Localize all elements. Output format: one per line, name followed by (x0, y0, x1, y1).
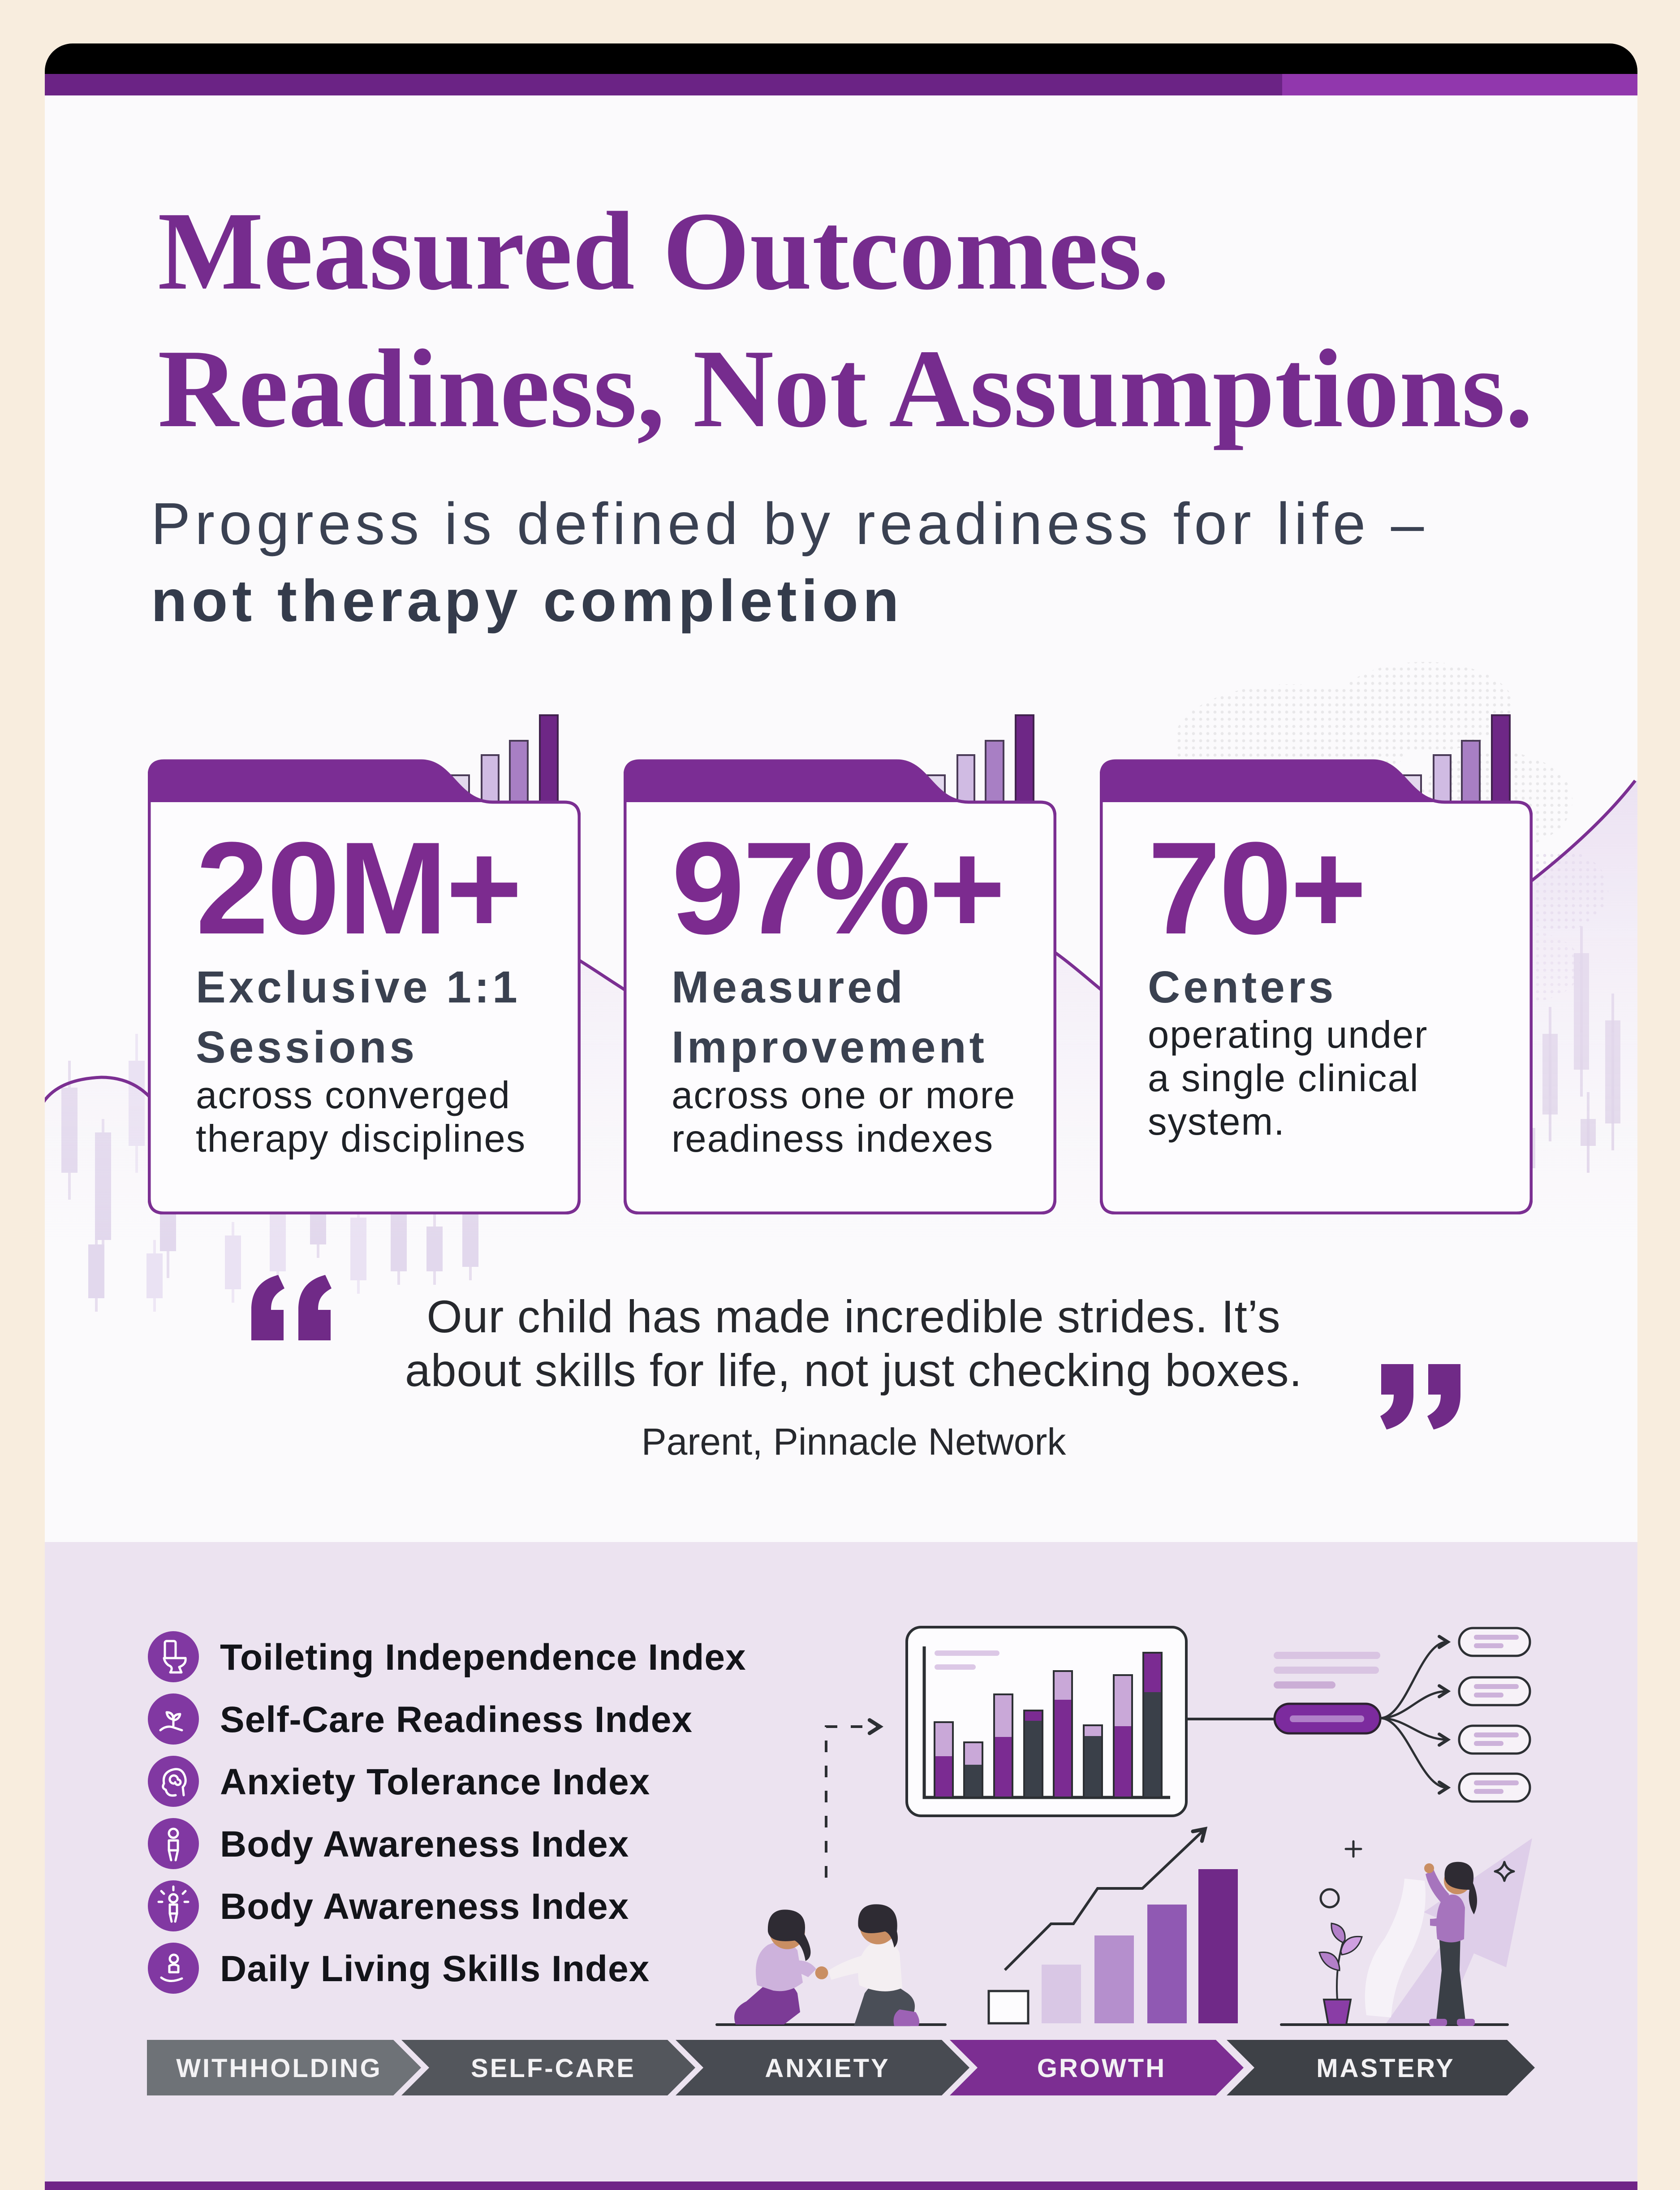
svg-text:ANXIETY: ANXIETY (765, 2054, 890, 2083)
svg-text:MASTERY: MASTERY (1316, 2054, 1455, 2083)
svg-text:WITHHOLDING: WITHHOLDING (176, 2054, 382, 2083)
svg-text:SELF-CARE: SELF-CARE (471, 2054, 636, 2083)
svg-text:GROWTH: GROWTH (1037, 2054, 1166, 2083)
